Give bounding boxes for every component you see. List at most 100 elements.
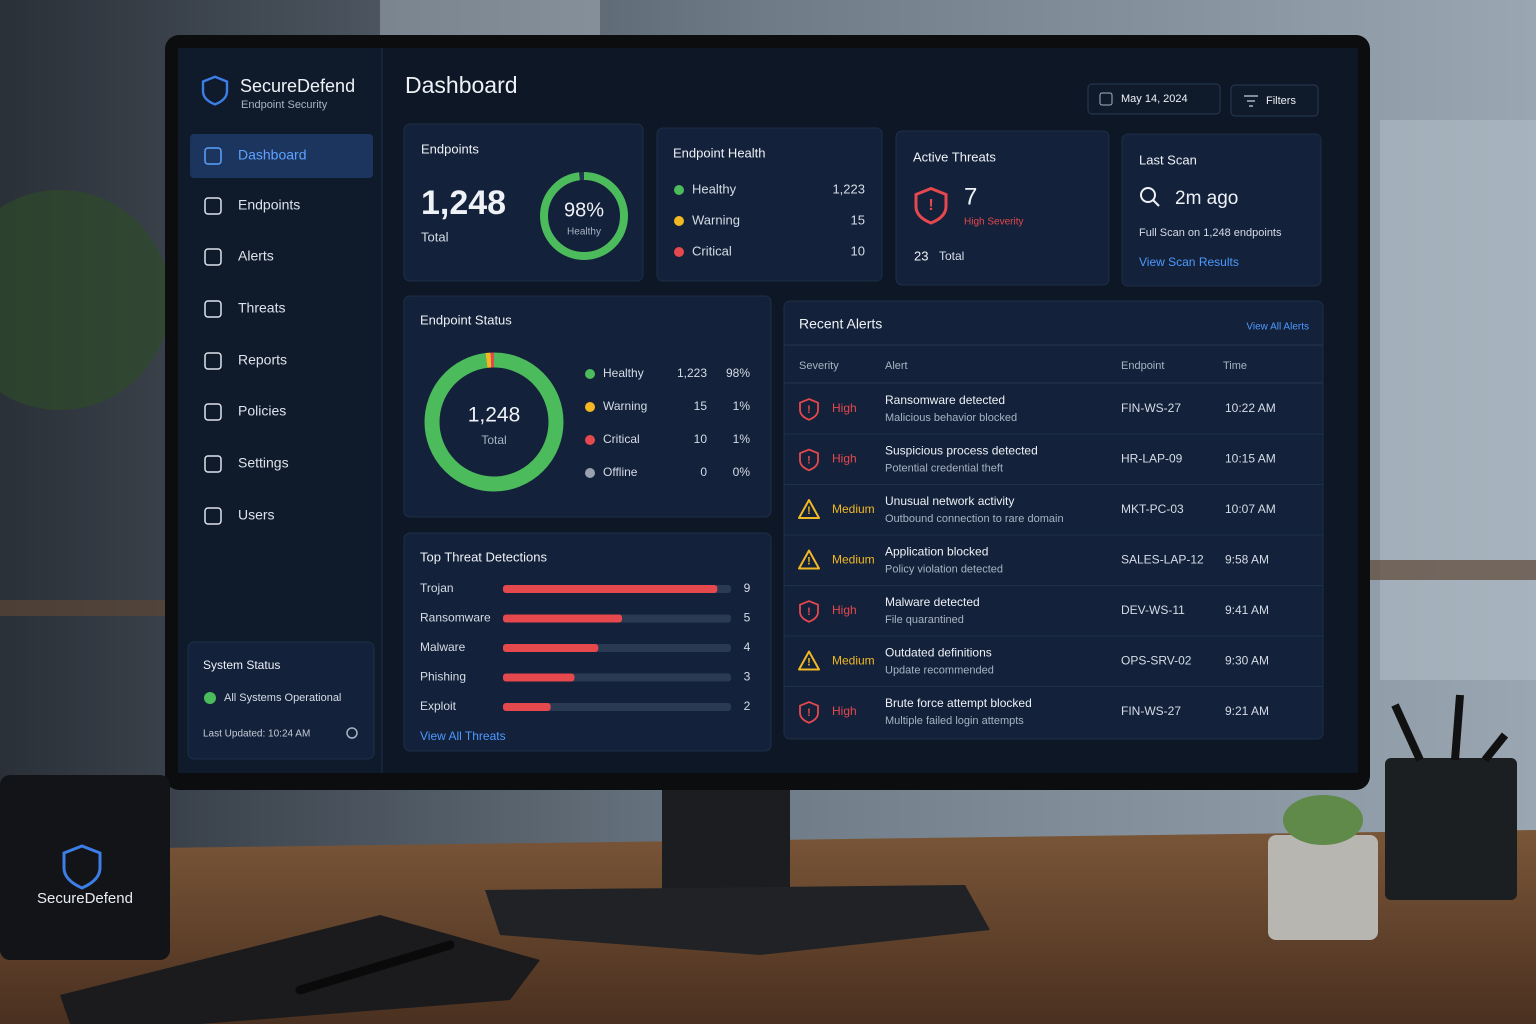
alerts-link[interactable]: View All Alerts: [1246, 322, 1309, 333]
pen-holder: [1385, 758, 1517, 900]
card: [187, 641, 375, 760]
scan-ago: 2m ago: [1175, 188, 1238, 209]
alert-title: Malware detected: [885, 595, 980, 609]
alert-title: Outdated definitions: [885, 646, 992, 660]
severity-icon: [799, 448, 819, 472]
alert-title: Brute force attempt blocked: [885, 696, 1032, 710]
bar-value: 9: [744, 581, 751, 595]
alert-endpoint: MKT-PC-03: [1121, 502, 1184, 516]
notebook: [60, 915, 540, 1024]
donut-center-label: Total: [481, 433, 506, 447]
threat-count: 7: [964, 183, 977, 210]
alert-time: 10:22 AM: [1225, 401, 1276, 415]
threats-link[interactable]: View All Threats: [420, 729, 506, 743]
endpoints-total: 1,248: [421, 184, 506, 222]
nav-item[interactable]: Settings: [238, 455, 289, 471]
nav-item[interactable]: Reports: [238, 352, 287, 368]
bar-value: 4: [744, 640, 751, 654]
ring-sublabel: Healthy: [567, 227, 601, 238]
nav-icon: [204, 197, 222, 215]
pen: [1451, 694, 1464, 761]
legend-dot: [585, 468, 595, 478]
severity-icon-mark: !: [807, 505, 811, 517]
alert-detail: File quarantined: [885, 614, 964, 626]
legend-count: 1,223: [677, 366, 707, 380]
filter-icon: [1244, 95, 1258, 107]
alert-detail: Policy violation detected: [885, 563, 1003, 575]
alert-time: 9:58 AM: [1225, 553, 1269, 567]
monitor-base: [485, 885, 990, 955]
legend-dot: [585, 369, 595, 379]
severity: Medium: [832, 502, 875, 516]
alert-endpoint: HR-LAP-09: [1121, 452, 1183, 466]
window: [380, 0, 600, 40]
pen: [295, 940, 455, 995]
severity-icon-mark: !: [807, 656, 811, 668]
alert-endpoint: FIN-WS-27: [1121, 704, 1181, 718]
search-icon: [1140, 187, 1156, 203]
card-title: Active Threats: [913, 149, 996, 164]
filters-text: Filters: [1266, 95, 1296, 107]
mug: [0, 775, 170, 960]
nav-icon: [204, 300, 222, 318]
legend-dot: [674, 216, 684, 226]
alert-title: Ransomware detected: [885, 393, 1005, 407]
nav-item[interactable]: Dashboard: [238, 147, 307, 163]
status-updated: Last Updated: 10:24 AM: [203, 729, 310, 740]
status-title: System Status: [203, 658, 280, 672]
health-value: 10: [851, 243, 865, 258]
window: [1380, 120, 1536, 680]
date-picker[interactable]: [1087, 83, 1221, 115]
nav-active: [190, 134, 373, 178]
severity-icon: [798, 549, 820, 570]
calendar-icon: [1099, 92, 1113, 106]
refresh-icon[interactable]: [346, 727, 358, 739]
legend-percent: 0%: [733, 465, 751, 479]
severity-icon: [798, 650, 820, 671]
alert-time: 9:41 AM: [1225, 603, 1269, 617]
scan-link[interactable]: View Scan Results: [1139, 255, 1239, 269]
alert-time: 9:30 AM: [1225, 654, 1269, 668]
nav-item[interactable]: Policies: [238, 403, 286, 419]
nav-item[interactable]: Endpoints: [238, 197, 300, 213]
alert-endpoint: SALES-LAP-12: [1121, 553, 1204, 567]
bar-track: [503, 703, 731, 711]
nav-item[interactable]: Threats: [238, 300, 285, 316]
threat-name: Trojan: [420, 581, 454, 595]
legend-count: 15: [694, 399, 708, 413]
severity-icon: [798, 499, 820, 519]
threat-total-label: Total: [939, 249, 964, 263]
bar: [503, 644, 599, 652]
legend-name: Healthy: [603, 366, 644, 380]
alert-detail: Potential credential theft: [885, 462, 1003, 474]
brand-logo: [201, 75, 229, 106]
alert-detail: Update recommended: [885, 664, 994, 676]
threat-name: Exploit: [420, 699, 457, 713]
card-title: Endpoints: [421, 141, 479, 156]
nav-icon: [204, 507, 222, 525]
bar-value: 2: [744, 699, 751, 713]
ring-label: 98%: [564, 199, 604, 221]
alert-endpoint: OPS-SRV-02: [1121, 654, 1192, 668]
card-title: Last Scan: [1139, 152, 1197, 167]
card-title: Endpoint Health: [673, 145, 766, 160]
monitor-neck: [662, 785, 790, 895]
card-title: Top Threat Detections: [420, 549, 547, 564]
donut-segment: [424, 352, 564, 492]
nav-item[interactable]: Users: [238, 507, 275, 523]
nav-item[interactable]: Alerts: [238, 248, 274, 264]
endpoints-total-label: Total: [421, 229, 449, 244]
severity-icon-mark: !: [807, 606, 811, 618]
card: [656, 127, 883, 282]
severity: Medium: [832, 654, 875, 668]
filters-button[interactable]: [1230, 84, 1319, 117]
bar-value: 3: [744, 670, 751, 684]
legend-count: 0: [700, 465, 707, 479]
threat-name: Ransomware: [420, 611, 491, 625]
health-name: Healthy: [692, 181, 737, 196]
mug-logo: [62, 844, 102, 890]
brand-tagline: Endpoint Security: [241, 99, 328, 111]
severity: High: [832, 452, 857, 466]
